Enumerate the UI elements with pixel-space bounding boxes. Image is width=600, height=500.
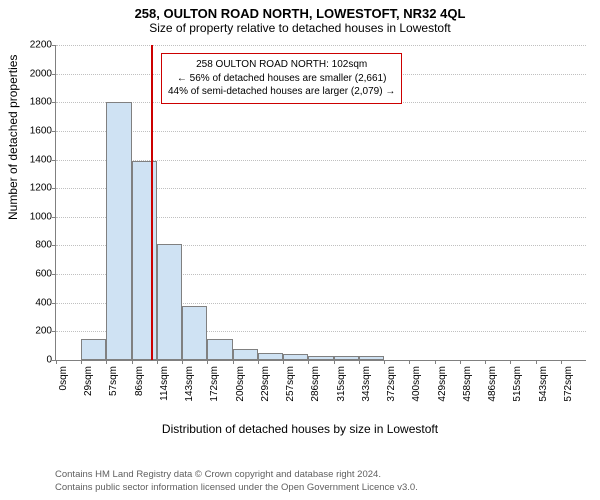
xtick-label: 114sqm — [159, 366, 170, 401]
xtick-label: 286sqm — [310, 366, 321, 402]
xtick-label: 0sqm — [58, 366, 69, 390]
ytick-mark — [52, 217, 56, 218]
histogram-bar — [258, 353, 283, 360]
xtick-mark — [359, 360, 360, 364]
xtick-mark — [81, 360, 82, 364]
chart-title: 258, OULTON ROAD NORTH, LOWESTOFT, NR32 … — [0, 0, 600, 21]
reference-line — [151, 45, 153, 360]
xtick-mark — [460, 360, 461, 364]
xtick-mark — [132, 360, 133, 364]
attribution-line1: Contains HM Land Registry data © Crown c… — [55, 469, 418, 481]
xtick-label: 172sqm — [209, 366, 220, 402]
y-axis-label: Number of detached properties — [6, 55, 20, 220]
xtick-label: 458sqm — [462, 366, 473, 402]
ytick-label: 800 — [35, 240, 52, 251]
xtick-label: 315sqm — [336, 366, 347, 402]
xtick-mark — [409, 360, 410, 364]
x-axis-label: Distribution of detached houses by size … — [0, 422, 600, 436]
histogram-bar — [106, 102, 131, 360]
xtick-mark — [258, 360, 259, 364]
histogram-bar — [81, 339, 106, 360]
xtick-label: 143sqm — [184, 366, 195, 402]
xtick-mark — [561, 360, 562, 364]
chart-wrap: Number of detached properties 0200400600… — [0, 40, 600, 440]
gridline-h — [56, 131, 586, 132]
ytick-mark — [52, 160, 56, 161]
xtick-label: 29sqm — [83, 366, 94, 396]
ytick-mark — [52, 245, 56, 246]
infobox-line1: 258 OULTON ROAD NORTH: 102sqm — [168, 58, 395, 72]
xtick-label: 229sqm — [260, 366, 271, 402]
infobox-line3: 44% of semi-detached houses are larger (… — [168, 85, 395, 99]
attribution-line2: Contains public sector information licen… — [55, 482, 418, 494]
ytick-mark — [52, 274, 56, 275]
ytick-label: 1400 — [30, 154, 52, 165]
ytick-mark — [52, 331, 56, 332]
histogram-bar — [182, 306, 207, 360]
xtick-mark — [510, 360, 511, 364]
histogram-bar — [283, 354, 308, 360]
histogram-bar — [308, 356, 333, 360]
xtick-mark — [435, 360, 436, 364]
xtick-label: 400sqm — [411, 366, 422, 402]
ytick-label: 0 — [46, 355, 52, 366]
ytick-mark — [52, 303, 56, 304]
gridline-h — [56, 45, 586, 46]
xtick-label: 515sqm — [512, 366, 523, 402]
xtick-mark — [233, 360, 234, 364]
ytick-label: 600 — [35, 269, 52, 280]
histogram-bar — [157, 244, 182, 360]
ytick-label: 1000 — [30, 211, 52, 222]
xtick-mark — [157, 360, 158, 364]
xtick-label: 543sqm — [538, 366, 549, 402]
xtick-label: 257sqm — [285, 366, 296, 402]
infobox: 258 OULTON ROAD NORTH: 102sqm← 56% of de… — [161, 53, 402, 104]
xtick-mark — [308, 360, 309, 364]
xtick-label: 86sqm — [134, 366, 145, 396]
plot-area: 0200400600800100012001400160018002000220… — [55, 45, 586, 361]
histogram-bar — [334, 356, 359, 360]
ytick-mark — [52, 74, 56, 75]
histogram-bar — [233, 349, 258, 360]
xtick-mark — [334, 360, 335, 364]
xtick-label: 343sqm — [361, 366, 372, 402]
xtick-label: 200sqm — [235, 366, 246, 402]
ytick-label: 1200 — [30, 183, 52, 194]
ytick-label: 1600 — [30, 125, 52, 136]
histogram-bar — [207, 339, 232, 360]
xtick-mark — [207, 360, 208, 364]
ytick-label: 2000 — [30, 68, 52, 79]
ytick-mark — [52, 131, 56, 132]
xtick-label: 57sqm — [108, 366, 119, 396]
histogram-bar — [359, 356, 384, 360]
ytick-label: 400 — [35, 297, 52, 308]
xtick-mark — [283, 360, 284, 364]
xtick-mark — [56, 360, 57, 364]
xtick-mark — [182, 360, 183, 364]
ytick-label: 2200 — [30, 40, 52, 51]
ytick-mark — [52, 102, 56, 103]
histogram-bar — [132, 161, 157, 360]
xtick-label: 486sqm — [487, 366, 498, 402]
xtick-mark — [384, 360, 385, 364]
xtick-label: 572sqm — [563, 366, 574, 402]
xtick-mark — [536, 360, 537, 364]
xtick-mark — [485, 360, 486, 364]
attribution-text: Contains HM Land Registry data © Crown c… — [55, 469, 418, 494]
xtick-label: 429sqm — [437, 366, 448, 402]
xtick-mark — [106, 360, 107, 364]
xtick-label: 372sqm — [386, 366, 397, 402]
infobox-line2: ← 56% of detached houses are smaller (2,… — [168, 72, 395, 86]
ytick-label: 1800 — [30, 97, 52, 108]
ytick-label: 200 — [35, 326, 52, 337]
chart-container: 258, OULTON ROAD NORTH, LOWESTOFT, NR32 … — [0, 0, 600, 500]
chart-subtitle: Size of property relative to detached ho… — [0, 21, 600, 37]
ytick-mark — [52, 45, 56, 46]
ytick-mark — [52, 188, 56, 189]
